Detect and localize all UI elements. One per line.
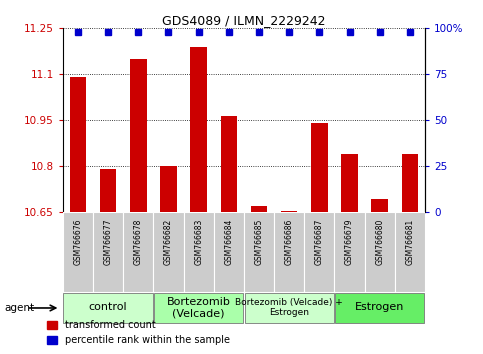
- Legend: transformed count, percentile rank within the sample: transformed count, percentile rank withi…: [43, 316, 234, 349]
- Bar: [154, 212, 184, 292]
- Text: GSM766683: GSM766683: [194, 219, 203, 265]
- Text: Bortezomib
(Velcade): Bortezomib (Velcade): [167, 297, 230, 318]
- Text: GSM766684: GSM766684: [224, 219, 233, 265]
- Text: GSM766680: GSM766680: [375, 219, 384, 265]
- Bar: [341, 154, 358, 212]
- Text: GSM766685: GSM766685: [255, 219, 264, 265]
- Bar: [190, 47, 207, 212]
- Bar: [221, 116, 237, 212]
- Bar: [251, 206, 267, 212]
- Bar: [63, 293, 153, 322]
- Bar: [184, 212, 213, 292]
- Bar: [335, 293, 425, 322]
- Bar: [244, 293, 334, 322]
- Text: GSM766686: GSM766686: [284, 219, 294, 265]
- Bar: [100, 170, 116, 212]
- Text: control: control: [89, 302, 128, 312]
- Text: GSM766682: GSM766682: [164, 219, 173, 265]
- Text: GSM766678: GSM766678: [134, 219, 143, 265]
- Bar: [365, 212, 395, 292]
- Bar: [160, 166, 177, 212]
- Text: GSM766681: GSM766681: [405, 219, 414, 265]
- Bar: [402, 154, 418, 212]
- Bar: [93, 212, 123, 292]
- Bar: [304, 212, 334, 292]
- Bar: [395, 212, 425, 292]
- Text: agent: agent: [5, 303, 35, 313]
- Text: GSM766687: GSM766687: [315, 219, 324, 265]
- Bar: [244, 212, 274, 292]
- Text: Estrogen: Estrogen: [355, 302, 404, 312]
- Title: GDS4089 / ILMN_2229242: GDS4089 / ILMN_2229242: [162, 14, 326, 27]
- Bar: [334, 212, 365, 292]
- Bar: [154, 293, 243, 322]
- Bar: [371, 199, 388, 212]
- Bar: [274, 212, 304, 292]
- Text: GSM766676: GSM766676: [73, 219, 83, 265]
- Text: Bortezomib (Velcade) +
Estrogen: Bortezomib (Velcade) + Estrogen: [235, 298, 343, 317]
- Bar: [70, 78, 86, 212]
- Text: GSM766679: GSM766679: [345, 219, 354, 265]
- Bar: [311, 124, 327, 212]
- Bar: [281, 211, 298, 212]
- Bar: [63, 212, 93, 292]
- Bar: [213, 212, 244, 292]
- Text: GSM766677: GSM766677: [103, 219, 113, 265]
- Bar: [130, 59, 146, 212]
- Bar: [123, 212, 154, 292]
